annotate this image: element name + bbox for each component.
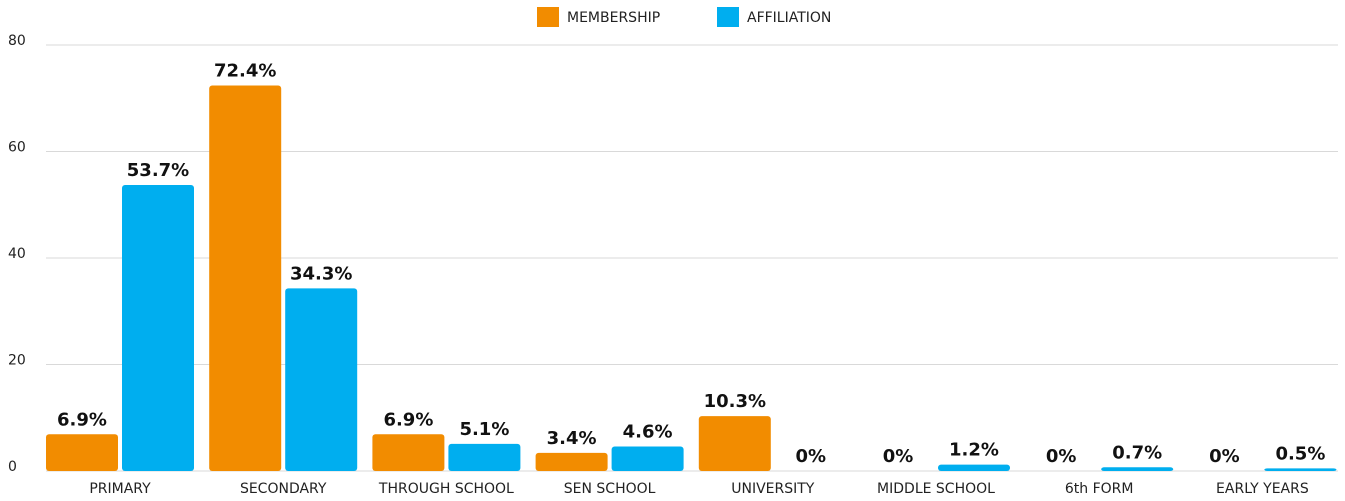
bar — [1264, 468, 1337, 471]
data-label: 34.3% — [290, 263, 352, 284]
data-label: 72.4% — [214, 60, 276, 81]
data-label: 0% — [1046, 446, 1077, 467]
data-label: 10.3% — [704, 391, 766, 412]
bar — [698, 416, 771, 471]
y-tick-label: 40 — [8, 246, 26, 262]
x-tick-label: THROUGH SCHOOL — [378, 481, 514, 497]
data-label: 0.5% — [1275, 443, 1325, 464]
data-label: 6.9% — [383, 409, 433, 430]
y-tick-label: 60 — [8, 140, 26, 156]
data-label: 53.7% — [127, 160, 189, 181]
data-label: 5.1% — [459, 419, 509, 440]
legend-swatch — [717, 7, 739, 27]
bar — [372, 434, 445, 471]
bar — [938, 464, 1010, 471]
data-label: 0% — [883, 446, 914, 467]
legend-label: MEMBERSHIP — [567, 10, 660, 26]
bar — [535, 452, 608, 471]
y-tick-label: 20 — [8, 353, 26, 369]
bar — [209, 85, 282, 471]
x-tick-label: MIDDLE SCHOOL — [877, 481, 995, 497]
x-tick-label: PRIMARY — [89, 481, 151, 497]
legend-label: AFFILIATION — [747, 10, 831, 26]
bar — [448, 443, 521, 471]
data-label: 1.2% — [949, 440, 999, 461]
bar — [46, 434, 118, 471]
x-tick-label: SECONDARY — [240, 481, 327, 497]
x-tick-label: UNIVERSITY — [731, 481, 815, 497]
legend-swatch — [537, 7, 559, 27]
bar — [611, 446, 684, 471]
data-label: 0% — [796, 446, 827, 467]
data-label: 6.9% — [57, 409, 107, 430]
bar — [285, 288, 358, 471]
bar — [122, 185, 194, 472]
x-tick-label: 6th FORM — [1065, 481, 1134, 497]
y-tick-label: 0 — [8, 459, 17, 475]
x-tick-label: SEN SCHOOL — [564, 481, 656, 497]
data-label: 3.4% — [547, 428, 597, 449]
x-tick-label: EARLY YEARS — [1216, 481, 1309, 497]
bar — [1101, 467, 1174, 471]
data-label: 0% — [1209, 446, 1240, 467]
y-tick-label: 80 — [8, 33, 26, 49]
data-label: 0.7% — [1112, 442, 1162, 463]
data-label: 4.6% — [623, 422, 673, 443]
